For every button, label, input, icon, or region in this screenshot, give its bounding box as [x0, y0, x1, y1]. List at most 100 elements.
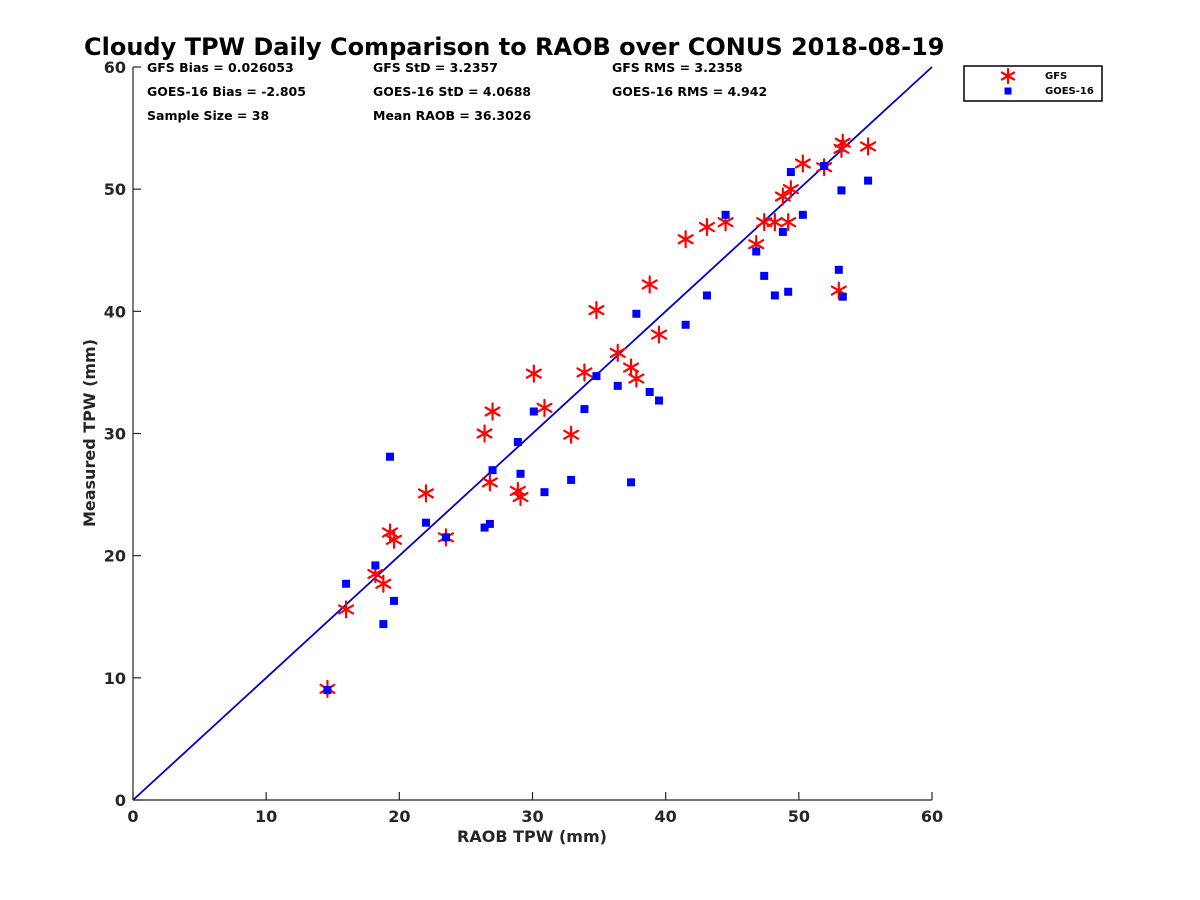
stat-text: GOES-16 RMS = 4.942 — [612, 84, 767, 99]
goes16-point — [798, 210, 807, 219]
stat-text: Sample Size = 38 — [147, 108, 269, 123]
gfs-series — [319, 133, 877, 698]
legend-gfs-marker — [1000, 67, 1016, 85]
goes16-point — [627, 478, 636, 487]
y-axis-ticks: 0 10 20 30 40 50 60 — [104, 58, 141, 810]
goes16-point — [592, 372, 601, 381]
gfs-point — [481, 473, 498, 492]
goes16-point — [488, 466, 497, 475]
goes16-point — [760, 271, 769, 280]
legend-box — [963, 65, 1103, 102]
x-tick-label: 40 — [655, 807, 677, 826]
stat-text: Mean RAOB = 36.3026 — [373, 108, 531, 123]
gfs-point — [609, 343, 626, 362]
x-axis-title: RAOB TPW (mm) — [457, 827, 607, 846]
x-tick-label: 60 — [921, 807, 943, 826]
gfs-point — [698, 217, 716, 237]
gfs-point — [588, 301, 605, 320]
goes16-point — [721, 210, 730, 219]
goes16-point — [784, 287, 793, 296]
gfs-point — [641, 275, 658, 294]
gfs-point — [385, 530, 403, 549]
gfs-point — [794, 154, 811, 173]
y-tick-label: 40 — [104, 302, 126, 321]
stat-text: GFS StD = 3.2357 — [373, 60, 498, 75]
goes16-point — [480, 523, 489, 532]
y-tick-label: 60 — [104, 58, 126, 77]
goes16-point — [529, 407, 538, 416]
y-axis-title: Measured TPW (mm) — [80, 339, 99, 527]
stat-text: GOES-16 StD = 4.0688 — [373, 84, 531, 99]
goes16-point — [681, 320, 690, 329]
x-tick-label: 0 — [127, 807, 138, 826]
goes16-point — [752, 247, 761, 256]
stat-text: GOES-16 Bias = -2.805 — [147, 84, 306, 99]
goes16-point — [441, 533, 450, 542]
goes16-point — [655, 396, 664, 405]
gfs-point — [677, 230, 694, 249]
gfs-point — [536, 398, 553, 417]
gfs-point — [576, 363, 593, 382]
goes16-point — [390, 596, 399, 605]
gfs-point — [476, 424, 493, 443]
goes16-point — [613, 381, 622, 390]
goes16-point — [379, 620, 388, 629]
goes16-point — [864, 176, 873, 185]
gfs-point — [563, 425, 580, 444]
goes16-series — [323, 161, 873, 695]
goes16-point — [778, 227, 787, 236]
gfs-point — [338, 600, 355, 619]
gfs-point — [860, 137, 877, 156]
goes16-point — [632, 309, 641, 318]
goes16-point — [371, 561, 380, 570]
gfs-point — [628, 369, 645, 388]
x-tick-label: 10 — [255, 807, 277, 826]
x-tick-label: 20 — [388, 807, 410, 826]
legend-items: GFS GOES-16 — [1000, 67, 1094, 97]
legend-goes16-label: GOES-16 — [1045, 86, 1094, 97]
gfs-point — [512, 487, 529, 507]
goes16-point — [786, 168, 795, 177]
goes16-point — [838, 292, 847, 301]
chart-title: Cloudy TPW Daily Comparison to RAOB over… — [84, 33, 944, 61]
reference-line-group — [132, 66, 933, 801]
x-tick-label: 50 — [788, 807, 810, 826]
plot-area — [132, 66, 933, 801]
gfs-point — [484, 402, 501, 421]
goes16-point — [342, 579, 351, 588]
y-tick-label: 50 — [104, 180, 126, 199]
legend-goes16-marker — [1004, 87, 1012, 95]
one-to-one-line — [132, 66, 933, 801]
goes16-point — [513, 438, 522, 447]
gfs-point — [774, 187, 791, 206]
goes16-point — [770, 291, 779, 300]
stat-text: GFS RMS = 3.2358 — [612, 60, 743, 75]
statistics-block: GFS Bias = 0.026053 GFS StD = 3.2357 GFS R… — [147, 60, 767, 123]
goes16-point — [820, 161, 829, 170]
y-tick-label: 0 — [115, 791, 126, 810]
gfs-point — [375, 574, 392, 593]
legend: GFS GOES-16 — [963, 65, 1103, 102]
gfs-point — [766, 213, 783, 232]
goes16-point — [567, 475, 576, 484]
y-tick-label: 30 — [104, 425, 126, 444]
goes16-point — [580, 405, 589, 414]
goes16-point — [837, 186, 846, 195]
goes16-point — [834, 265, 843, 274]
goes16-point — [540, 488, 549, 497]
y-tick-label: 10 — [104, 669, 126, 688]
gfs-point — [780, 213, 797, 232]
y-tick-label: 20 — [104, 547, 126, 566]
goes16-point — [421, 518, 430, 527]
goes16-point — [645, 387, 654, 396]
gfs-point — [650, 325, 668, 344]
goes16-point — [516, 469, 525, 478]
legend-gfs-label: GFS — [1045, 71, 1067, 82]
stat-text: GFS Bias = 0.026053 — [147, 60, 294, 75]
gfs-point — [417, 484, 435, 503]
x-axis-ticks: 0 10 20 30 40 50 60 — [127, 792, 943, 826]
goes16-point — [323, 686, 332, 695]
goes16-point — [386, 452, 395, 461]
gfs-point — [525, 364, 542, 383]
